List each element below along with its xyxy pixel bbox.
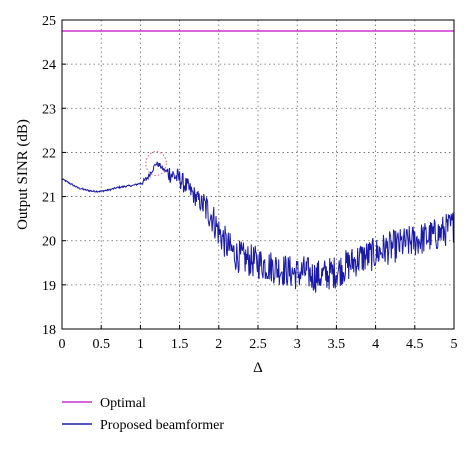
series-line-1: [61, 161, 454, 293]
x-tick-label: 3: [294, 337, 301, 352]
y-axis-label: Output SINR (dB): [15, 119, 31, 230]
x-tick-label: 0.5: [92, 337, 110, 352]
x-tick-label: 4.5: [406, 337, 424, 352]
y-tick-label: 21: [42, 191, 56, 206]
y-tick-label: 19: [42, 279, 56, 294]
y-tick-label: 23: [42, 102, 56, 117]
y-tick-label: 22: [42, 146, 56, 161]
x-tick-label: 4: [372, 337, 379, 352]
legend-label: Optimal: [100, 396, 146, 411]
legend-label: Proposed beamformer: [100, 418, 224, 433]
x-tick-label: 1: [137, 337, 144, 352]
y-tick-label: 24: [42, 58, 56, 73]
legend: Optimal Proposed beamformer: [62, 396, 224, 433]
x-tick-label: 2.5: [249, 337, 267, 352]
y-tick-label: 25: [42, 14, 56, 29]
y-axis: 18 19 20 21 22 23 24 25: [42, 14, 66, 338]
x-axis: 0 0.5 1 1.5 2 2.5 3 3.5 4 4.5 5: [59, 325, 458, 352]
plot-area: [61, 30, 454, 293]
y-tick-label: 20: [42, 235, 56, 250]
x-axis-label: Δ: [253, 360, 263, 376]
x-tick-label: 3.5: [328, 337, 346, 352]
x-tick-label: 1.5: [171, 337, 189, 352]
y-tick-label: 18: [42, 323, 56, 338]
x-tick-label: 0: [59, 337, 66, 352]
x-tick-label: 5: [451, 337, 458, 352]
highlight-ellipse: [145, 151, 167, 176]
grid-lines: [62, 20, 454, 329]
x-tick-label: 2: [215, 337, 222, 352]
